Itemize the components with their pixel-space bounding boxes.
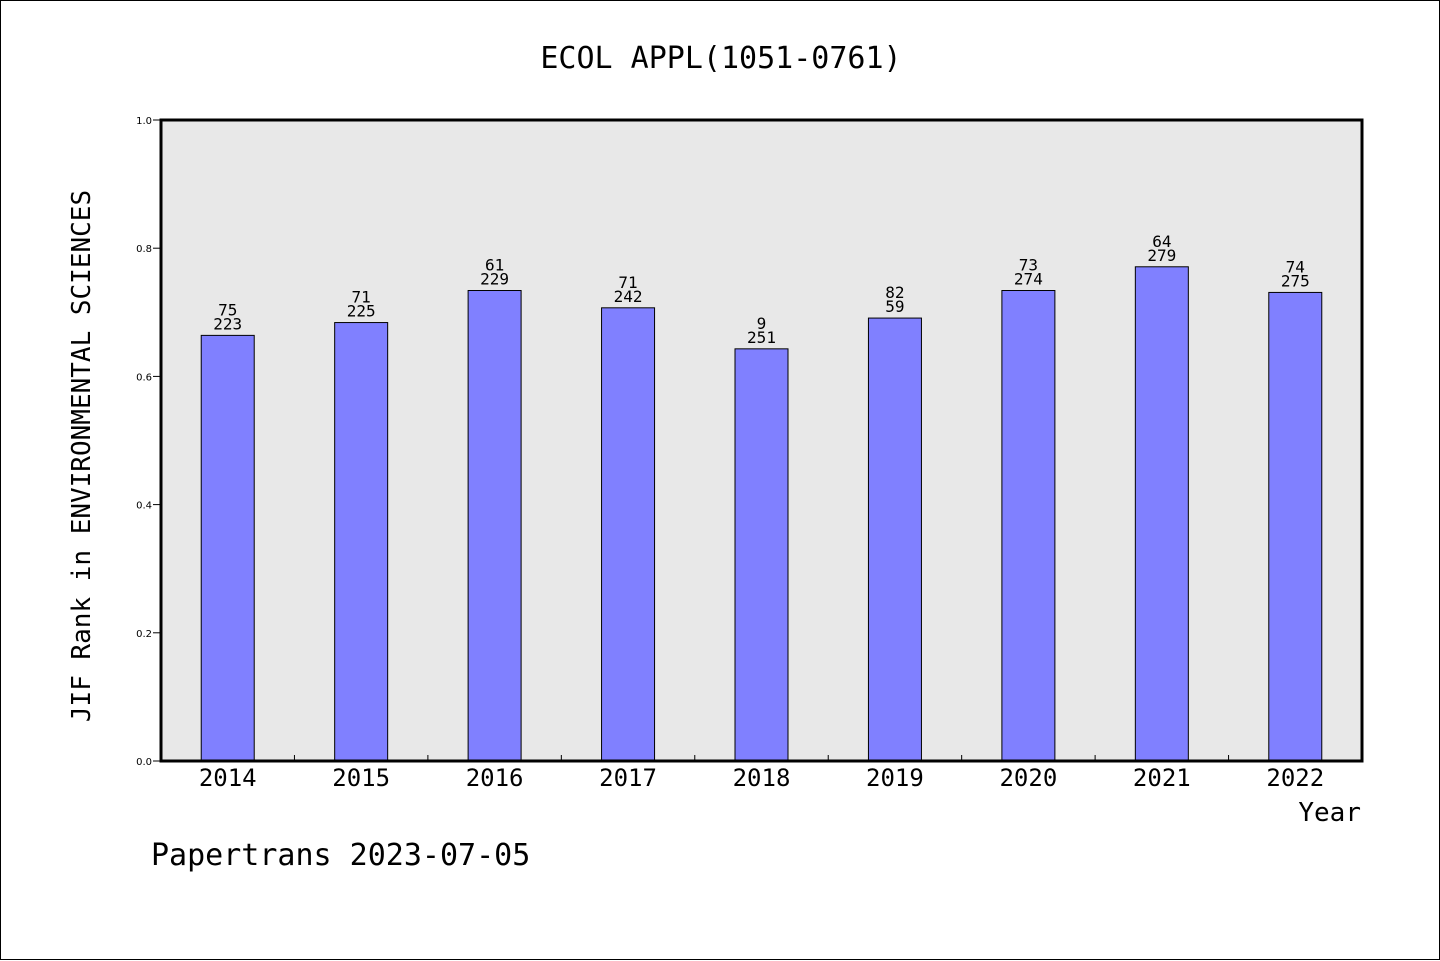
bar-2014 bbox=[200, 334, 255, 762]
bar-total-label: 223 bbox=[213, 314, 242, 333]
bar-rank-label: 73 bbox=[1019, 256, 1038, 275]
bar-total-label: 251 bbox=[747, 328, 776, 347]
bar-rank-label: 9 bbox=[757, 314, 767, 333]
x-tick-label: 2014 bbox=[199, 764, 257, 792]
y-tick-label: 0.2 bbox=[136, 629, 152, 640]
bar-total-label: 229 bbox=[480, 270, 509, 289]
x-tick-label: 2019 bbox=[866, 764, 924, 792]
bar-rank-label: 71 bbox=[352, 288, 371, 307]
x-tick-label: 2020 bbox=[999, 764, 1057, 792]
y-tick-label: 1.0 bbox=[136, 116, 152, 127]
x-tick-label: 2016 bbox=[466, 764, 524, 792]
bar-2022 bbox=[1268, 291, 1323, 762]
x-tick-label: 2015 bbox=[332, 764, 390, 792]
y-tick-label: 0.4 bbox=[136, 501, 152, 512]
bar-total-label: 279 bbox=[1147, 246, 1176, 265]
x-axis-label: Year bbox=[1298, 798, 1361, 828]
y-axis: 0.0 0.2 0.4 0.6 0.8 1.0 bbox=[136, 116, 161, 768]
x-tick-label: 2021 bbox=[1133, 764, 1191, 792]
y-tick-label: 0.0 bbox=[136, 757, 152, 768]
bar-2020 bbox=[1001, 290, 1056, 762]
bar-rank-label: 71 bbox=[618, 273, 637, 292]
x-tick-label: 2017 bbox=[599, 764, 657, 792]
plot-border bbox=[159, 118, 1364, 763]
bar-2016 bbox=[467, 290, 522, 762]
y-tick-label: 0.8 bbox=[136, 244, 152, 255]
bar-2018 bbox=[734, 348, 789, 762]
bar-2019 bbox=[867, 317, 922, 762]
bar-rank-label: 75 bbox=[218, 300, 237, 319]
chart-title: ECOL APPL(1051-0761) bbox=[540, 41, 901, 76]
bar-total-label: 242 bbox=[614, 287, 643, 306]
bar-rank-label: 64 bbox=[1152, 232, 1171, 251]
bar-total-label: 59 bbox=[885, 297, 904, 316]
y-axis-label: JIF Rank in ENVIRONMENTAL SCIENCES bbox=[67, 190, 97, 722]
bar-rank-label: 74 bbox=[1286, 257, 1305, 276]
bar-2015 bbox=[334, 322, 389, 762]
bars bbox=[200, 266, 1323, 762]
x-tick-label: 2022 bbox=[1266, 764, 1324, 792]
x-tick-label: 2018 bbox=[733, 764, 791, 792]
bar-rank-label: 61 bbox=[485, 256, 504, 275]
x-axis: 2014 2015 2016 2017 2018 2019 2020 2021 2022 bbox=[199, 755, 1324, 792]
y-tick-label: 0.6 bbox=[136, 372, 152, 383]
bar-2017 bbox=[601, 307, 656, 762]
bar-2021 bbox=[1134, 266, 1189, 762]
bar-rank-label: 82 bbox=[885, 283, 904, 302]
bar-total-label: 225 bbox=[347, 302, 376, 321]
bar-total-label: 275 bbox=[1281, 271, 1310, 290]
footer-text: Papertrans 2023-07-05 bbox=[151, 838, 530, 873]
bar-total-label: 274 bbox=[1014, 270, 1043, 289]
